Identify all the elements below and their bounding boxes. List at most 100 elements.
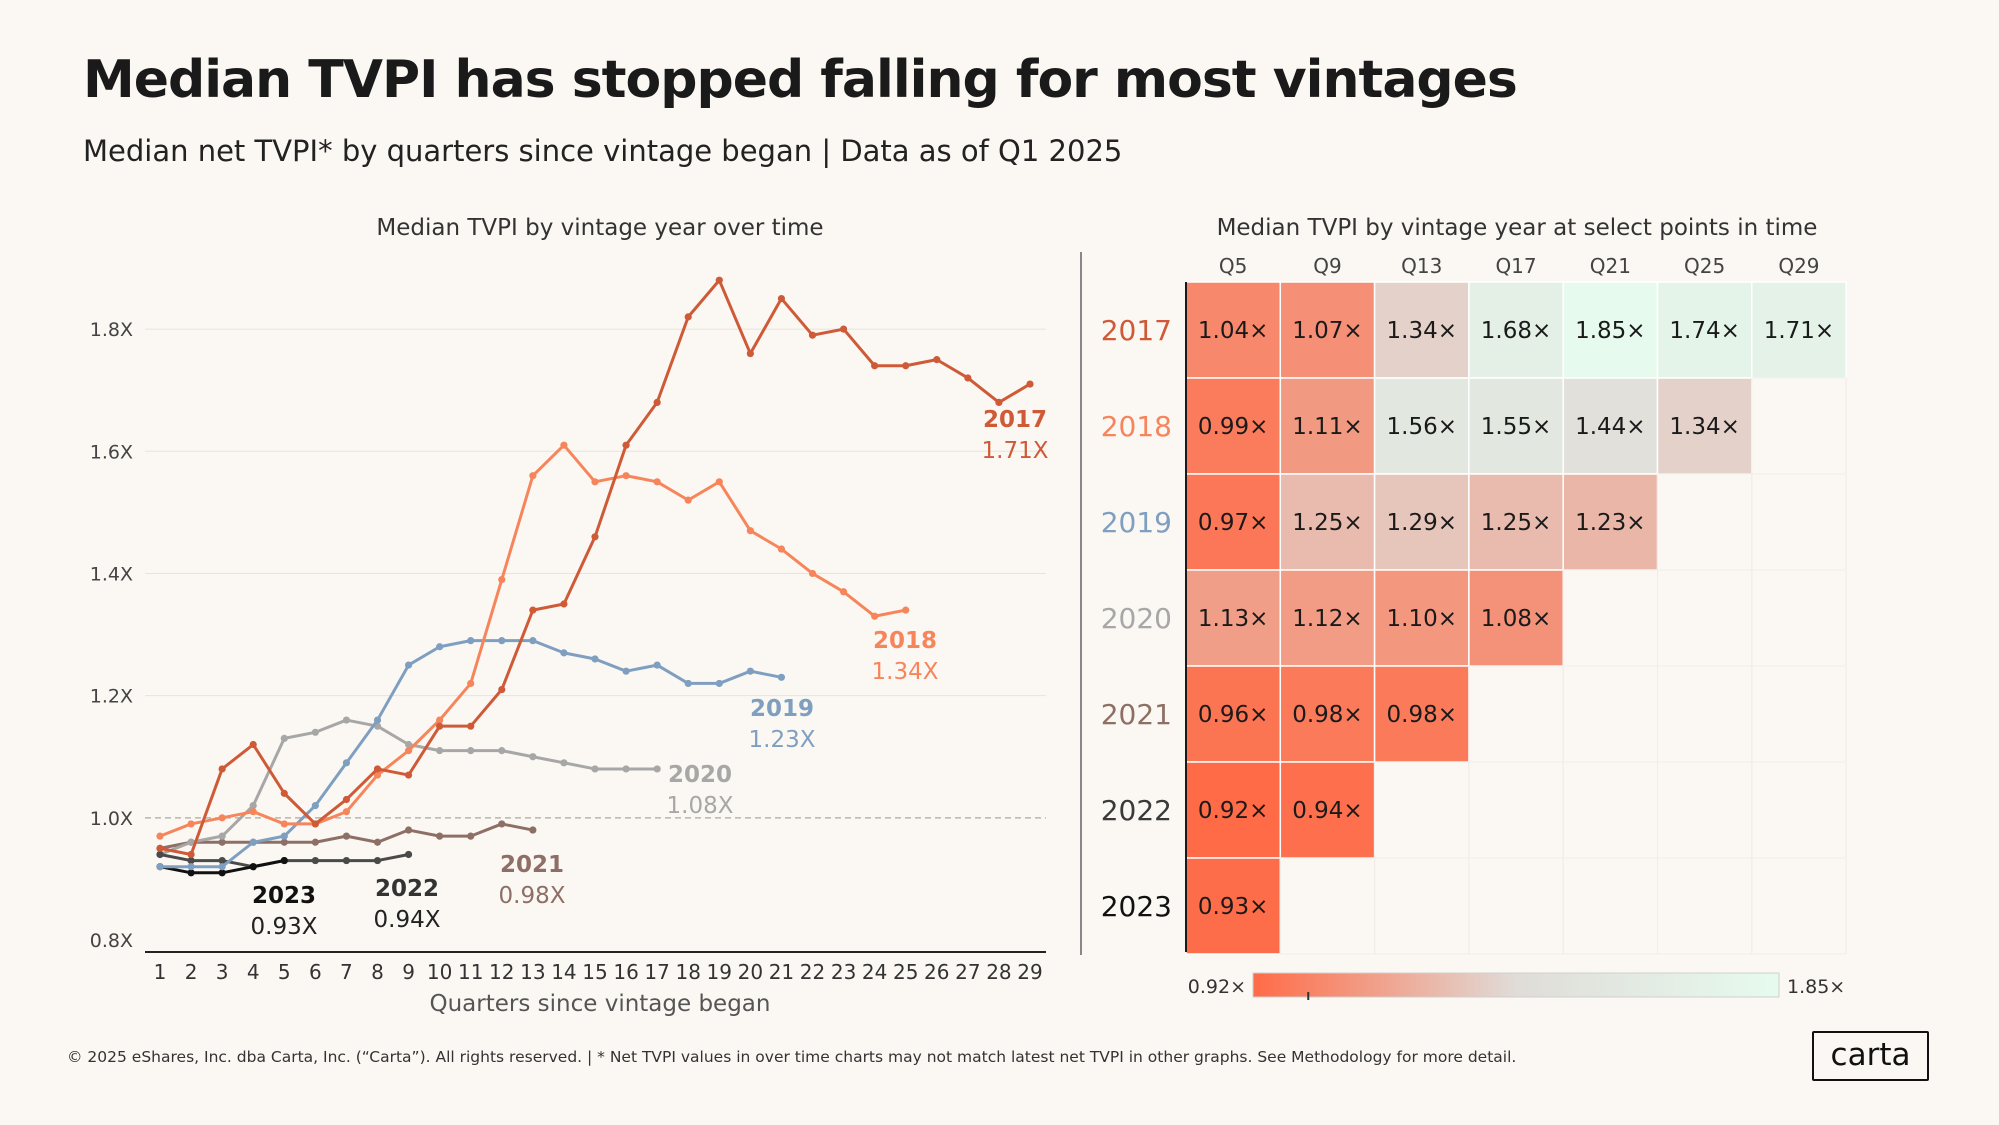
data-point [342, 716, 351, 724]
color-scale-min-label: 0.92× [1188, 976, 1246, 998]
data-point [995, 398, 1003, 406]
data-point [839, 588, 848, 596]
data-point [404, 850, 413, 859]
heatmap-empty-cell [1657, 665, 1753, 763]
data-point [529, 606, 537, 614]
heatmap-cell: 1.74× [1656, 281, 1753, 379]
column-header-Q9: Q9 [1313, 254, 1341, 278]
x-axis-label: Quarters since vintage began [430, 991, 771, 1017]
heatmap-cell: 0.98× [1373, 665, 1470, 763]
series-2017 [156, 276, 1034, 859]
data-point [777, 545, 786, 553]
heatmap-cell: 0.96× [1185, 665, 1282, 763]
heatmap-cell-fill [1279, 473, 1376, 571]
heatmap-empty-cell [1562, 569, 1658, 667]
heatmap-empty-cell [1657, 569, 1753, 667]
heatmap-cell-value: 1.23× [1575, 510, 1645, 536]
data-point [436, 747, 444, 755]
end-label-2022: 2022 0.94X [374, 876, 441, 933]
heatmap-cell-value: 1.29× [1387, 510, 1457, 536]
line-chart-title: Median TVPI by vintage year over time [376, 215, 823, 241]
heatmap-cell: 1.68× [1468, 281, 1564, 379]
x-tick-label: 10 [427, 960, 452, 984]
heatmap-cell-value: 1.85× [1575, 318, 1645, 344]
heatmap-cell: 1.34× [1656, 377, 1753, 475]
heatmap-cell-value: 0.92× [1198, 798, 1268, 824]
x-tick-label: 16 [613, 960, 638, 984]
x-tick-label: 27 [955, 960, 980, 984]
data-point [808, 331, 817, 339]
column-header-Q29: Q29 [1778, 254, 1819, 278]
heatmap-cell-value: 1.10× [1387, 606, 1457, 632]
data-point [187, 856, 195, 865]
data-point [311, 856, 319, 865]
data-point [280, 734, 288, 743]
heatmap-cell-value: 0.97× [1198, 510, 1268, 536]
end-label-2021: 2021 0.98X [499, 852, 566, 909]
series-value-label: 0.98X [499, 883, 566, 909]
series-value-label: 0.93X [251, 914, 318, 940]
heatmap-cell: 1.13× [1185, 569, 1282, 667]
row-label-2020: 2020 [1101, 602, 1172, 635]
x-tick-label: 2 [185, 960, 198, 984]
carta-logo[interactable]: carta [1812, 1031, 1929, 1081]
data-point [218, 765, 226, 773]
x-tick-label: 26 [924, 960, 949, 984]
x-tick-label: 19 [707, 960, 732, 984]
data-point [311, 820, 319, 828]
data-point [808, 569, 817, 578]
data-point [436, 722, 444, 730]
heatmap-empty-cell [1751, 761, 1847, 859]
column-header-Q21: Q21 [1590, 254, 1631, 278]
data-point [560, 759, 568, 767]
data-point [933, 356, 941, 364]
heatmap-cell-fill [1185, 857, 1282, 955]
heatmap-cell: 0.98× [1279, 665, 1376, 763]
color-scale-max-label: 1.85× [1787, 976, 1845, 998]
data-point [746, 667, 754, 675]
data-point [187, 850, 195, 859]
heatmap-cell-value: 1.12× [1292, 606, 1362, 632]
series-2021 [156, 820, 537, 852]
heatmap-cell: 1.04× [1185, 281, 1282, 379]
data-point [218, 856, 226, 865]
data-point [311, 838, 319, 846]
x-tick-label: 24 [862, 960, 887, 984]
heatmap-cell-fill [1279, 665, 1376, 763]
data-point [653, 398, 661, 406]
heatmap-cell-value: 1.68× [1481, 318, 1551, 344]
data-point [467, 722, 475, 730]
heatmap-cell-value: 1.04× [1198, 318, 1268, 344]
data-point [404, 740, 413, 749]
heatmap-cell-value: 1.25× [1481, 510, 1551, 536]
x-tick-label: 7 [340, 960, 353, 984]
data-point [622, 441, 630, 449]
row-label-2017: 2017 [1101, 314, 1172, 347]
data-point [436, 716, 444, 724]
heatmap-cell-fill [1468, 281, 1564, 379]
data-point [249, 863, 257, 871]
heatmap-cell-value: 1.13× [1198, 606, 1268, 632]
line-grid [145, 328, 1046, 819]
data-point [156, 832, 164, 840]
heatmap-empty-cell [1562, 761, 1658, 859]
data-point [839, 325, 848, 333]
heatmap-cell: 1.07× [1279, 281, 1376, 379]
data-point [187, 863, 195, 871]
column-header-Q17: Q17 [1495, 254, 1536, 278]
data-point [373, 838, 382, 846]
series-2020 [156, 716, 661, 859]
heatmap-cell-value: 1.55× [1481, 414, 1551, 440]
data-point [249, 838, 257, 846]
heatmap-cell: 1.34× [1373, 281, 1470, 379]
heatmap-cell: 1.08× [1468, 569, 1564, 667]
series-2018 [156, 441, 910, 840]
series-name-label: 2023 [252, 883, 316, 909]
page-title: Median TVPI has stopped falling for most… [83, 50, 1518, 110]
heatmap-cell-fill [1373, 665, 1470, 763]
data-point [529, 826, 537, 834]
heatmap-cell-value: 1.07× [1292, 318, 1362, 344]
data-point [373, 716, 382, 724]
heatmap-cell-fill [1373, 281, 1470, 379]
heatmap-cell-fill [1562, 473, 1659, 571]
